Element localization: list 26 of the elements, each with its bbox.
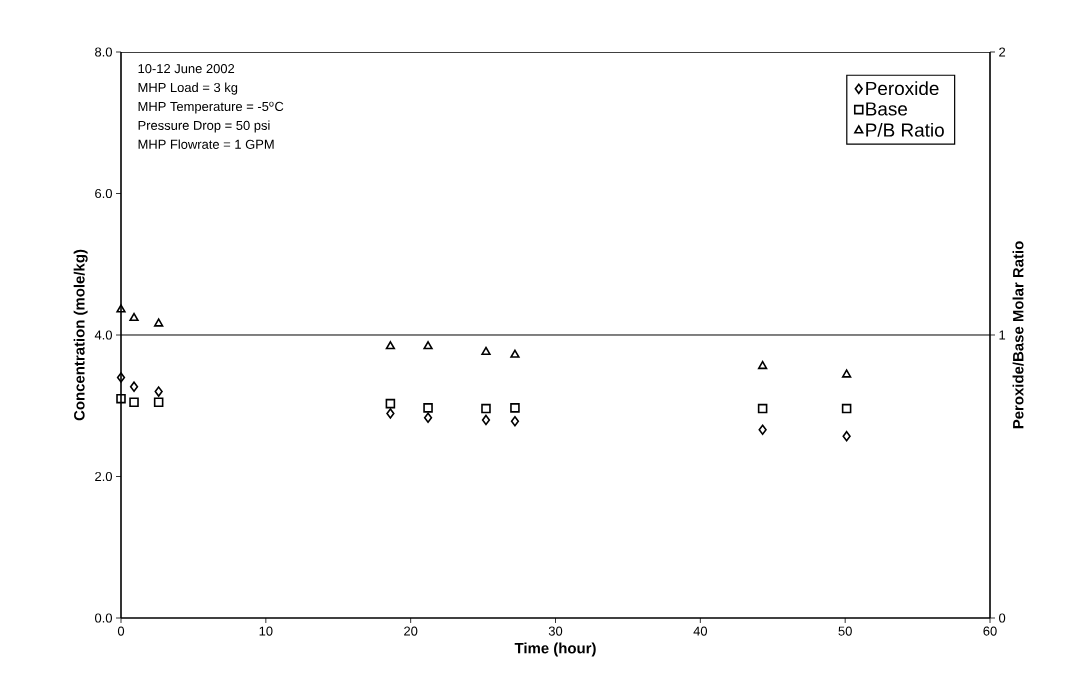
annotation: MHP Load = 3 kg (138, 82, 238, 95)
y2-axis-title: Peroxide/Base Molar Ratio (1012, 241, 1024, 429)
legend-label: P/B Ratio (866, 122, 944, 137)
y2-tick-label: 0 (999, 613, 1006, 623)
legend-label: Base (866, 102, 908, 116)
annotation: 10-12 June 2002 (138, 64, 235, 74)
legend-label: Peroxide (866, 81, 939, 96)
y-tick-label: 2.0 (95, 471, 112, 482)
x-tick-label: 30 (548, 626, 563, 636)
y-axis-title: Concentration (mole/kg) (73, 249, 88, 421)
x-tick-label: 0 (117, 626, 125, 636)
y-tick-label: 4.0 (94, 330, 112, 340)
y2-tick-label: 2 (999, 47, 1006, 57)
y-tick-label: 6.0 (95, 188, 112, 199)
y-tick-label: 0.0 (95, 613, 112, 623)
x-axis-title: Time (hour) (514, 642, 596, 657)
y2-tick-label: 1 (999, 330, 1006, 340)
x-tick-label: 20 (404, 626, 418, 636)
annotation: Pressure Drop = 50 psi (138, 120, 270, 133)
x-tick-label: 50 (838, 626, 852, 636)
x-tick-label: 40 (693, 626, 708, 636)
annotation: MHP Temperature = -5$^{o}$C (138, 101, 284, 114)
x-tick-label: 60 (983, 626, 997, 636)
annotation: MHP Flowrate = 1 GPM (138, 139, 274, 149)
x-tick-label: 10 (259, 626, 273, 636)
y-tick-label: 8.0 (95, 47, 112, 57)
